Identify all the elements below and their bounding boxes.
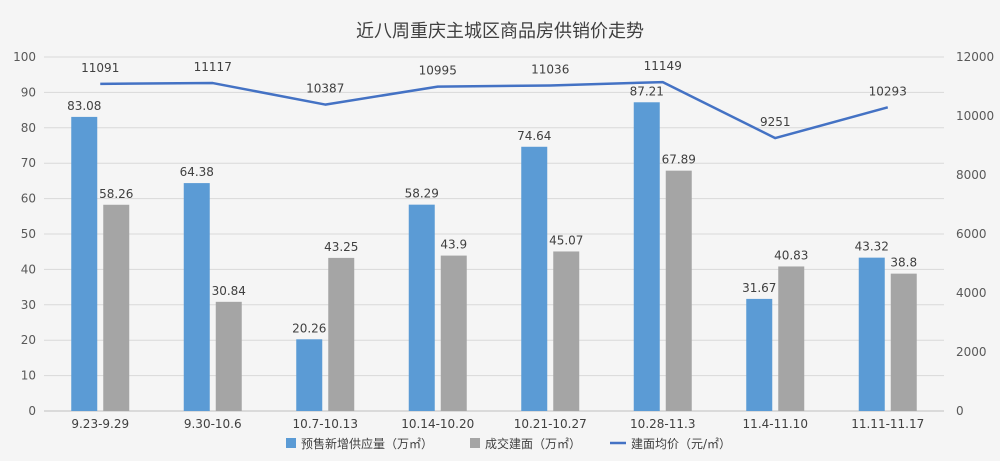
bar-supply-label: 83.08 bbox=[67, 99, 101, 113]
bar-transaction-label: 30.84 bbox=[212, 284, 246, 298]
price-point-label: 9251 bbox=[760, 115, 791, 129]
bar-transaction bbox=[665, 170, 692, 411]
left-tick-label: 50 bbox=[21, 227, 36, 241]
right-tick-label: 4000 bbox=[956, 286, 987, 300]
x-tick-label: 11.11-11.17 bbox=[851, 417, 924, 431]
bar-transaction-label: 43.25 bbox=[324, 240, 358, 254]
x-tick-label: 10.7-10.13 bbox=[293, 417, 358, 431]
price-point-label: 11091 bbox=[81, 61, 119, 75]
bar-transaction bbox=[778, 266, 805, 411]
gridlines bbox=[44, 56, 944, 412]
bar-supply bbox=[296, 339, 323, 411]
x-tick-label: 10.28-11.3 bbox=[630, 417, 695, 431]
bar-transaction bbox=[215, 301, 242, 411]
left-tick-label: 100 bbox=[13, 50, 36, 64]
bar-supply bbox=[183, 183, 210, 411]
left-tick-label: 10 bbox=[21, 369, 36, 383]
x-tick-label: 9.30-10.6 bbox=[184, 417, 242, 431]
right-tick-label: 6000 bbox=[956, 227, 987, 241]
bar-transaction-label: 40.83 bbox=[774, 248, 808, 262]
legend-swatch bbox=[470, 438, 480, 448]
legend: 预售新增供应量（万㎡） 成交建面（万㎡） 建面均价（元/㎡） bbox=[286, 436, 731, 451]
price-point-label: 10995 bbox=[419, 64, 457, 78]
left-tick-label: 90 bbox=[21, 85, 36, 99]
left-tick-label: 40 bbox=[21, 262, 36, 276]
legend-label: 预售新增供应量（万㎡） bbox=[301, 436, 433, 451]
price-point-label: 11036 bbox=[531, 62, 569, 76]
x-tick-label: 9.23-9.29 bbox=[71, 417, 129, 431]
right-axis: 0 2000 4000 6000 8000 10000 12000 bbox=[956, 50, 994, 418]
chart-title: 近八周重庆主城区商品房供销价走势 bbox=[356, 21, 644, 42]
bars: 83.08 58.26 64.38 30.84 20.26 43.25 58.29 43.9 7… bbox=[67, 84, 917, 412]
legend-label: 建面均价（元/㎡） bbox=[631, 437, 731, 451]
bar-supply bbox=[746, 298, 773, 411]
bar-transaction-label: 58.26 bbox=[99, 187, 133, 201]
bar-supply bbox=[408, 204, 435, 411]
legend-swatch bbox=[286, 438, 296, 448]
price-line-path bbox=[100, 80, 889, 140]
bar-transaction-label: 43.9 bbox=[440, 238, 467, 252]
bar-supply-label: 64.38 bbox=[180, 165, 214, 179]
price-point-label: 10293 bbox=[869, 84, 907, 98]
price-point-label: 10387 bbox=[306, 82, 344, 96]
bar-supply-label: 58.29 bbox=[405, 187, 439, 201]
price-line: 11091 11117 10387 10995 11036 11149 9251 10293 bbox=[81, 59, 907, 140]
bar-transaction bbox=[328, 257, 355, 411]
x-tick-label: 10.14-10.20 bbox=[401, 417, 474, 431]
bar-transaction bbox=[440, 255, 467, 411]
x-tick-label: 11.4-11.10 bbox=[743, 417, 808, 431]
x-axis-categories: 9.23-9.29 9.30-10.6 10.7-10.13 10.14-10.20 1… bbox=[71, 417, 924, 431]
bar-supply bbox=[633, 102, 660, 411]
right-tick-label: 0 bbox=[956, 404, 964, 418]
bar-transaction-label: 67.89 bbox=[662, 153, 696, 167]
bar-supply bbox=[858, 257, 885, 411]
price-point-label: 11149 bbox=[644, 59, 682, 73]
bar-supply bbox=[521, 146, 548, 411]
bar-supply bbox=[71, 116, 98, 412]
bar-supply-label: 20.26 bbox=[292, 321, 326, 335]
bar-supply-label: 87.21 bbox=[630, 84, 664, 98]
right-tick-label: 8000 bbox=[956, 168, 987, 182]
left-tick-label: 70 bbox=[21, 156, 36, 170]
bar-supply-label: 74.64 bbox=[517, 129, 551, 143]
bar-supply-label: 31.67 bbox=[742, 281, 776, 295]
price-point-label: 11117 bbox=[194, 60, 232, 74]
legend-label: 成交建面（万㎡） bbox=[485, 436, 581, 451]
left-axis: 0 10 20 30 40 50 60 70 80 90 100 bbox=[13, 50, 36, 418]
bar-supply-label: 43.32 bbox=[855, 240, 889, 254]
right-tick-label: 2000 bbox=[956, 345, 987, 359]
left-tick-label: 30 bbox=[21, 298, 36, 312]
bar-transaction bbox=[890, 273, 917, 411]
x-tick-label: 10.21-10.27 bbox=[514, 417, 587, 431]
bar-transaction-label: 38.8 bbox=[890, 256, 917, 270]
left-tick-label: 80 bbox=[21, 121, 36, 135]
left-tick-label: 20 bbox=[21, 333, 36, 347]
right-tick-label: 10000 bbox=[956, 109, 994, 123]
left-tick-label: 60 bbox=[21, 192, 36, 206]
bar-transaction bbox=[553, 251, 580, 411]
right-tick-label: 12000 bbox=[956, 50, 994, 64]
left-tick-label: 0 bbox=[28, 404, 36, 418]
bar-transaction-label: 45.07 bbox=[549, 233, 583, 247]
bar-transaction bbox=[103, 204, 130, 411]
